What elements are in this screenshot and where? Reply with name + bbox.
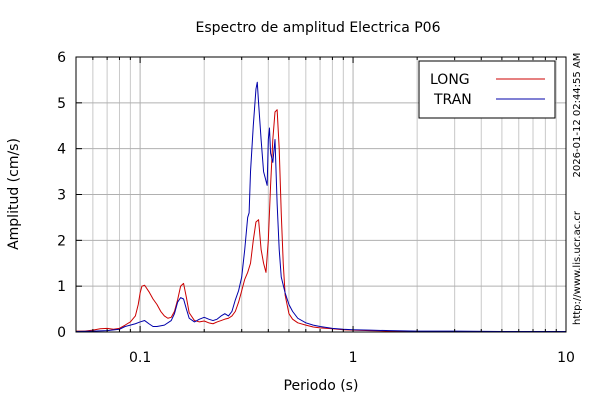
series-line-tran bbox=[75, 81, 566, 333]
legend-label-long: LONG bbox=[430, 72, 470, 88]
series-line-long bbox=[76, 109, 566, 333]
y-tick-label: 5 bbox=[57, 96, 66, 112]
x-tick-label: 0.1 bbox=[129, 350, 151, 366]
y-tick-label: 3 bbox=[57, 188, 66, 204]
url-text: http://www.lis.ucr.ac.cr bbox=[572, 210, 583, 325]
y-tick-label: 1 bbox=[57, 279, 66, 295]
y-tick-label: 4 bbox=[57, 142, 66, 158]
y-axis-label: Amplitud (cm/s) bbox=[6, 138, 22, 250]
x-axis-label: Periodo (s) bbox=[284, 378, 359, 394]
ticks: 0 1 2 3 4 5 6 0.1 1 10 bbox=[57, 50, 575, 366]
timestamp-text: 2026-01-12 02:44:55 AM bbox=[572, 53, 583, 178]
chart-title: Espectro de amplitud Electrica P06 bbox=[196, 20, 441, 36]
y-tick-label: 0 bbox=[57, 325, 66, 341]
x-tick-label: 1 bbox=[349, 350, 358, 366]
legend-label-tran: TRAN bbox=[433, 92, 472, 108]
legend-box bbox=[418, 60, 556, 119]
series-layer bbox=[75, 81, 566, 333]
legend: LONG TRAN bbox=[418, 60, 556, 119]
x-tick-label: 10 bbox=[557, 350, 575, 366]
y-tick-label: 6 bbox=[57, 50, 66, 66]
y-tick-label: 2 bbox=[57, 233, 66, 249]
